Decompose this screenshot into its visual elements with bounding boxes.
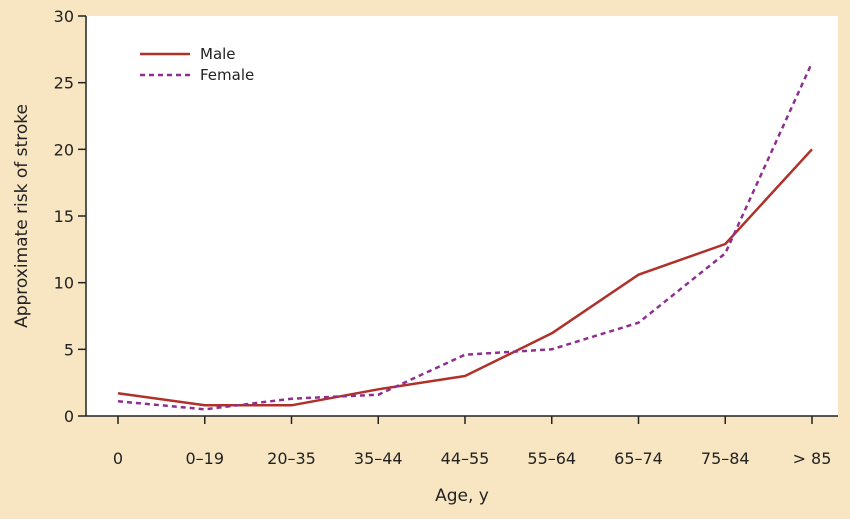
x-tick-label: 55–64 (527, 449, 576, 468)
x-tick-label: 0 (113, 449, 123, 468)
y-tick-label: 20 (54, 140, 74, 159)
legend-label-male: Male (200, 45, 236, 63)
y-tick-label: 10 (54, 274, 74, 293)
x-axis-title: Age, y (435, 486, 489, 506)
y-tick-label: 15 (54, 207, 74, 226)
y-axis-ticks: 0 5 10 15 20 25 30 (54, 7, 86, 426)
plot-area (86, 16, 838, 416)
x-tick-label: 65–74 (614, 449, 663, 468)
series-layer (117, 62, 814, 411)
x-tick-label: 75–84 (701, 449, 750, 468)
x-tick-label: 20–35 (267, 449, 316, 468)
legend: Male Female (140, 45, 254, 84)
y-axis-title: Approximate risk of stroke (12, 104, 32, 328)
x-axis-ticks: 0 0–19 20–35 35–44 44–55 55–64 65–74 75–84 > 85 (113, 416, 832, 468)
legend-label-female: Female (200, 66, 254, 84)
y-tick-label: 25 (54, 74, 74, 93)
x-tick-label: 35–44 (354, 449, 403, 468)
y-tick-label: 30 (54, 7, 74, 26)
x-tick-label: 0–19 (185, 449, 224, 468)
y-tick-label: 5 (64, 340, 74, 359)
y-tick-label: 0 (64, 407, 74, 426)
x-tick-label: > 85 (793, 449, 832, 468)
x-tick-label: 44–55 (441, 449, 490, 468)
